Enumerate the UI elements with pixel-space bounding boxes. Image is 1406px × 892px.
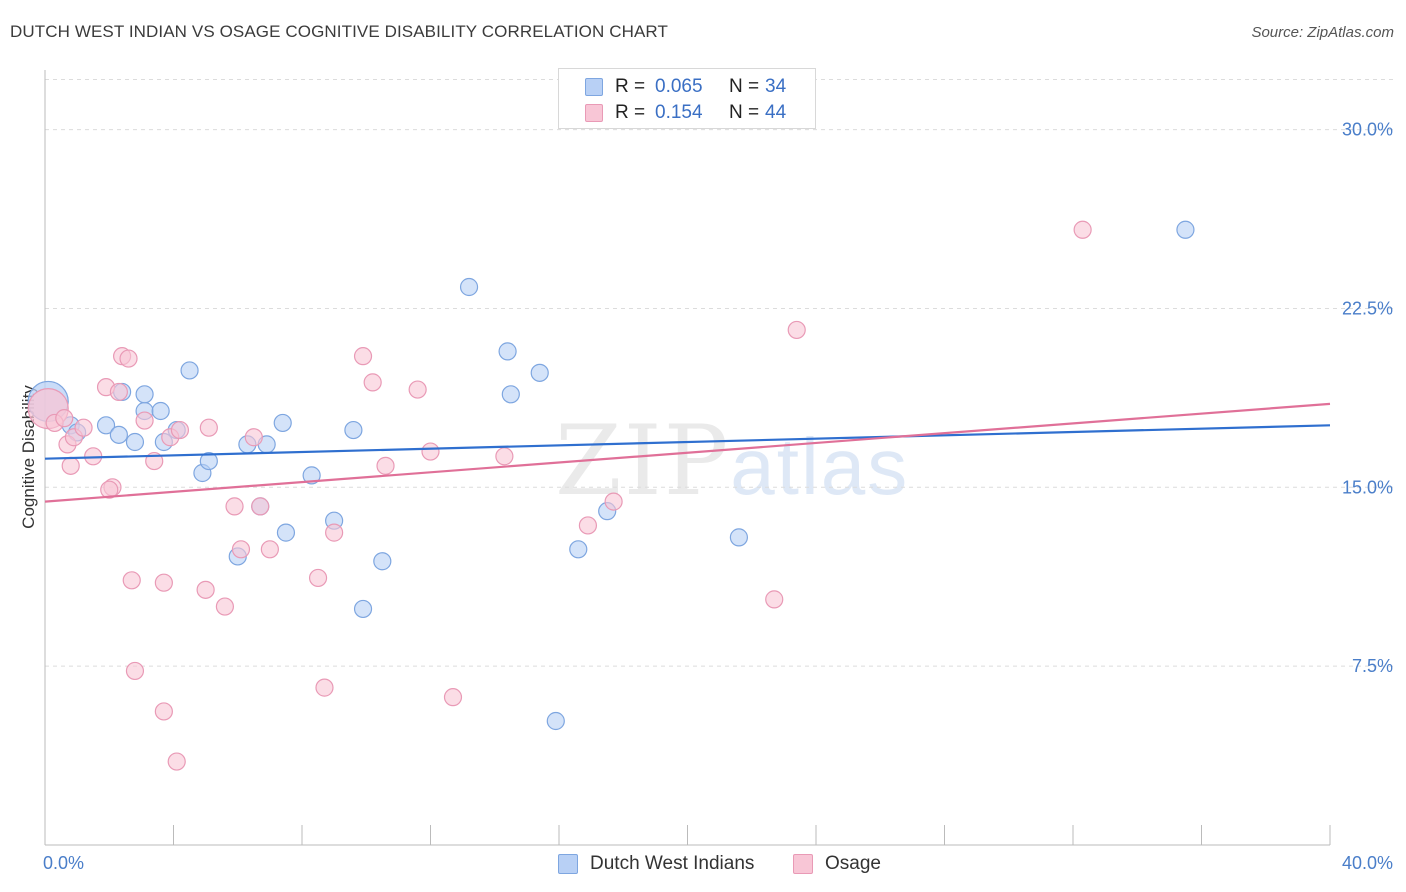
data-point-osage xyxy=(122,571,141,590)
legend-n-label: N = xyxy=(729,76,760,97)
bottom-legend-label-dutch-west-indians: Dutch West Indians xyxy=(590,853,755,874)
legend-r-label: R = xyxy=(615,76,646,97)
data-point-dutch-west-indians xyxy=(546,711,565,731)
data-point-osage xyxy=(353,347,373,366)
data-point-osage xyxy=(495,447,514,466)
legend-row-dutch-west-indians: R = 0.065 N = 34 xyxy=(585,75,786,99)
data-point-dutch-west-indians xyxy=(729,528,749,547)
data-point-osage xyxy=(215,597,234,616)
data-point-osage xyxy=(251,497,270,516)
data-point-dutch-west-indians xyxy=(530,363,549,382)
source-credit: Source: ZipAtlas.com xyxy=(1251,24,1394,41)
x-tick-label: 0.0% xyxy=(43,853,84,873)
data-point-osage xyxy=(125,661,145,681)
legend-n-label: N = xyxy=(729,102,760,123)
data-point-dutch-west-indians xyxy=(344,420,363,440)
data-point-osage xyxy=(167,752,186,771)
data-point-dutch-west-indians xyxy=(569,540,588,559)
data-point-dutch-west-indians xyxy=(180,361,199,380)
data-point-osage xyxy=(260,540,279,559)
legend-swatch-dutch-west-indians xyxy=(585,78,603,96)
chart-title: DUTCH WEST INDIAN VS OSAGE COGNITIVE DIS… xyxy=(10,22,668,41)
bottom-legend-label-osage: Osage xyxy=(825,853,881,874)
data-point-osage xyxy=(421,442,440,461)
data-point-osage xyxy=(787,320,806,340)
data-point-osage xyxy=(225,497,244,516)
data-point-osage xyxy=(244,428,263,447)
trend-line-osage xyxy=(44,402,1331,503)
data-point-osage xyxy=(154,573,173,592)
data-point-dutch-west-indians xyxy=(96,416,116,435)
data-point-osage xyxy=(55,409,74,428)
data-point-dutch-west-indians xyxy=(459,277,479,297)
data-point-osage xyxy=(199,418,218,437)
data-point-osage xyxy=(1073,220,1092,239)
data-point-osage xyxy=(325,523,344,542)
data-point-osage xyxy=(408,380,427,399)
legend-r-value: 0.065 xyxy=(655,76,703,97)
data-point-osage xyxy=(765,590,784,609)
data-point-dutch-west-indians xyxy=(199,451,218,471)
trend-line-dutch-west-indians xyxy=(44,424,1331,460)
data-point-osage xyxy=(135,411,154,430)
data-point-osage xyxy=(109,382,128,402)
data-point-dutch-west-indians xyxy=(1176,220,1195,239)
bottom-legend-dutch-west-indians: Dutch West Indians xyxy=(558,851,754,877)
data-point-dutch-west-indians xyxy=(501,385,520,404)
data-point-dutch-west-indians xyxy=(498,342,517,361)
data-point-osage xyxy=(376,456,395,475)
data-point-osage xyxy=(61,456,80,475)
data-point-dutch-west-indians xyxy=(151,401,170,421)
data-point-dutch-west-indians xyxy=(302,466,321,485)
y-tick-label: 30.0% xyxy=(1342,120,1393,140)
data-point-osage xyxy=(578,516,598,535)
data-point-osage xyxy=(443,688,463,707)
legend-row-osage: R = 0.154 N = 44 xyxy=(585,101,786,125)
legend-r-value: 0.154 xyxy=(655,102,703,123)
data-point-dutch-west-indians xyxy=(273,413,292,433)
legend-swatch-osage xyxy=(585,104,603,122)
y-tick-label: 22.5% xyxy=(1342,298,1393,318)
data-point-osage xyxy=(604,492,623,511)
data-point-osage xyxy=(170,420,190,440)
data-point-dutch-west-indians xyxy=(373,552,392,571)
data-point-osage xyxy=(74,418,93,437)
data-point-dutch-west-indians xyxy=(125,432,145,452)
x-tick-label: 40.0% xyxy=(1342,853,1393,873)
data-point-osage xyxy=(196,580,215,599)
y-tick-label: 15.0% xyxy=(1342,477,1393,497)
data-point-osage xyxy=(315,678,334,697)
legend-n-value: 44 xyxy=(765,102,787,123)
bottom-legend-osage: Osage xyxy=(793,851,881,877)
data-point-osage xyxy=(363,373,382,392)
data-point-osage xyxy=(308,568,328,588)
legend-n-value: 34 xyxy=(765,76,787,97)
data-point-osage xyxy=(231,540,251,559)
bottom-legend-swatch-dutch-west-indians xyxy=(558,854,578,874)
legend-r-label: R = xyxy=(615,102,646,123)
data-point-dutch-west-indians xyxy=(109,425,128,444)
data-point-osage xyxy=(154,702,173,721)
bottom-legend-swatch-osage xyxy=(793,854,813,874)
data-point-dutch-west-indians xyxy=(135,385,154,404)
y-tick-label: 7.5% xyxy=(1352,656,1393,676)
data-point-osage xyxy=(100,480,119,499)
data-point-osage xyxy=(119,349,138,368)
data-point-dutch-west-indians xyxy=(276,523,296,542)
legend: R = 0.065 N = 34 R = 0.154 N = 44 xyxy=(558,68,816,129)
data-point-dutch-west-indians xyxy=(353,599,373,619)
